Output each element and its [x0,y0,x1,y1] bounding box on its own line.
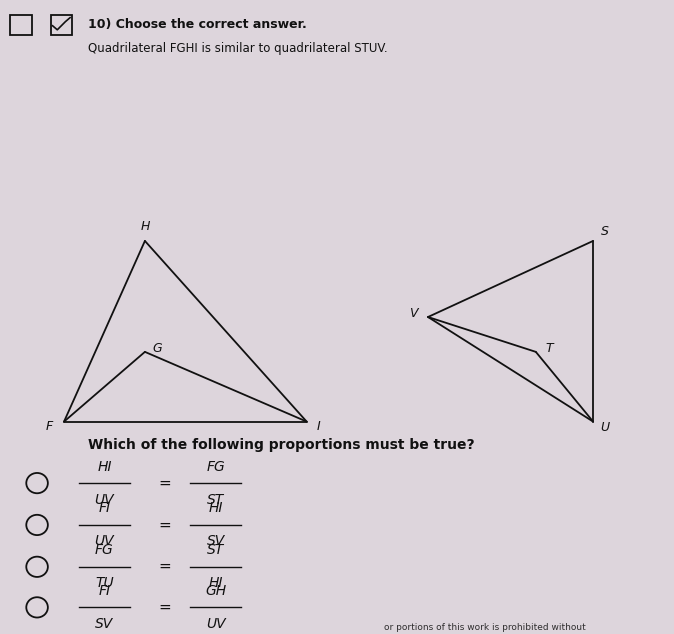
Text: FI: FI [98,584,111,598]
Text: ST: ST [207,493,224,507]
Text: I: I [317,420,321,433]
Text: HI: HI [208,501,223,515]
Text: =: = [159,600,171,615]
Text: TU: TU [95,576,114,590]
Text: S: S [601,225,609,238]
Text: UV: UV [206,617,226,631]
Text: or portions of this work is prohibited without: or portions of this work is prohibited w… [384,623,586,632]
Text: U: U [601,422,610,434]
Text: SV: SV [206,534,225,548]
Text: 10) Choose the correct answer.: 10) Choose the correct answer. [88,18,307,30]
Text: F: F [46,420,53,433]
Text: =: = [159,476,171,491]
Text: FG: FG [206,460,225,474]
Text: T: T [545,342,553,355]
Text: FI: FI [98,501,111,515]
Text: G: G [152,342,162,355]
Bar [10,15,32,35]
Text: UV: UV [94,534,115,548]
Bar [51,15,72,35]
Text: HI: HI [97,460,112,474]
Text: V: V [409,307,417,320]
Text: Quadrilateral FGHI is similar to quadrilateral STUV.: Quadrilateral FGHI is similar to quadril… [88,42,388,55]
Text: UV: UV [94,493,115,507]
Text: SV: SV [95,617,114,631]
Text: ST: ST [207,543,224,557]
Text: Which of the following proportions must be true?: Which of the following proportions must … [88,438,474,452]
Text: =: = [159,517,171,533]
Text: FG: FG [95,543,114,557]
Text: H: H [140,221,150,233]
Text: HI: HI [208,576,223,590]
Text: GH: GH [205,584,226,598]
Text: =: = [159,559,171,574]
